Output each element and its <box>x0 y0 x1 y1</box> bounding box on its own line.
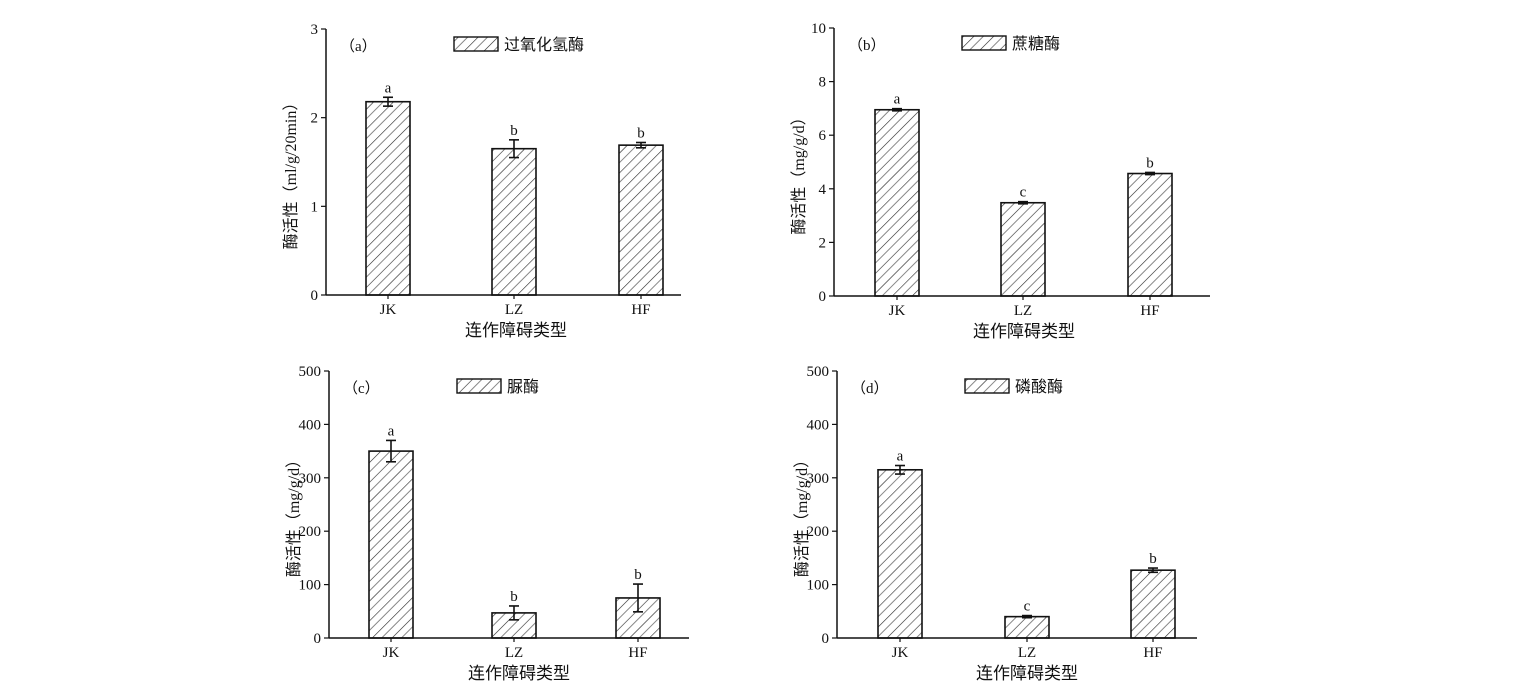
y-axis-title: 酶活性（ml/g/20min） <box>282 95 300 250</box>
y-axis-title: 酶活性（mg/g/d） <box>285 452 303 577</box>
bar-LZ <box>491 147 537 296</box>
legend-label: 蔗糖酶 <box>1012 35 1060 53</box>
x-tick-label: LZ <box>505 645 523 661</box>
bar-HF <box>1130 569 1176 639</box>
y-tick-label: 100 <box>807 578 830 594</box>
significance-letter: b <box>1146 155 1154 171</box>
significance-letter: b <box>510 589 518 605</box>
significance-letter: a <box>385 80 392 96</box>
y-tick-label: 0 <box>822 631 830 647</box>
y-tick-label: 0 <box>819 289 827 305</box>
y-tick-label: 400 <box>299 417 322 433</box>
panel-label: （c） <box>343 380 380 397</box>
significance-letter: a <box>897 449 904 465</box>
panel-label: （d） <box>851 380 889 397</box>
x-axis-title: 连作障碍类型 <box>468 664 570 683</box>
x-axis-title: 连作障碍类型 <box>976 664 1078 683</box>
y-tick-label: 4 <box>819 182 827 198</box>
legend-swatch <box>964 378 1010 394</box>
y-tick-label: 10 <box>811 21 826 37</box>
y-tick-label: 6 <box>819 128 827 144</box>
y-tick-label: 8 <box>819 75 827 91</box>
x-axis-title: 连作障碍类型 <box>973 322 1075 341</box>
x-tick-label: LZ <box>1014 303 1032 319</box>
y-tick-label: 100 <box>299 578 322 594</box>
bar-JK <box>874 108 920 297</box>
significance-letter: c <box>1020 185 1027 201</box>
y-tick-label: 500 <box>299 364 322 380</box>
y-axis-title: 酶活性（mg/g/d） <box>790 109 808 234</box>
legend-swatch <box>453 36 499 52</box>
y-tick-label: 1 <box>311 199 319 215</box>
y-tick-label: 300 <box>299 471 322 487</box>
x-tick-label: HF <box>631 302 650 318</box>
x-tick-label: HF <box>628 645 647 661</box>
y-tick-label: 200 <box>807 524 830 540</box>
y-tick-label: 3 <box>311 22 319 38</box>
y-tick-label: 200 <box>299 524 322 540</box>
significance-letter: b <box>1149 551 1157 567</box>
bar-JK <box>368 450 414 639</box>
y-tick-label: 2 <box>311 111 319 127</box>
y-tick-label: 300 <box>807 471 830 487</box>
significance-letter: a <box>388 423 395 439</box>
bar-HF <box>618 144 664 296</box>
y-axis-title: 酶活性（mg/g/d） <box>793 452 811 577</box>
x-tick-label: LZ <box>1018 645 1036 661</box>
significance-letter: b <box>637 125 645 141</box>
x-tick-label: JK <box>383 645 400 661</box>
x-tick-label: LZ <box>505 302 523 318</box>
y-tick-label: 400 <box>807 417 830 433</box>
x-tick-label: HF <box>1140 303 1159 319</box>
legend-swatch <box>961 35 1007 51</box>
x-axis-title: 连作障碍类型 <box>465 321 567 340</box>
bar-HF <box>1127 172 1173 297</box>
legend-label: 磷酸酶 <box>1015 378 1063 396</box>
significance-letter: b <box>510 123 518 139</box>
bar-LZ <box>1004 615 1050 639</box>
legend-label: 脲酶 <box>507 378 539 396</box>
significance-letter: a <box>894 92 901 108</box>
x-tick-label: JK <box>380 302 397 318</box>
bar-JK <box>877 468 923 639</box>
legend-label: 过氧化氢酶 <box>504 36 584 54</box>
y-tick-label: 0 <box>311 288 319 304</box>
panel-label: （b） <box>848 37 886 54</box>
x-tick-label: HF <box>1143 645 1162 661</box>
y-tick-label: 0 <box>314 631 322 647</box>
legend-swatch <box>456 378 502 394</box>
bar-JK <box>365 100 411 296</box>
x-tick-label: JK <box>889 303 906 319</box>
significance-letter: b <box>634 567 642 583</box>
bar-LZ <box>1000 201 1046 297</box>
panel-label: （a） <box>340 38 377 55</box>
x-tick-label: JK <box>892 645 909 661</box>
y-tick-label: 500 <box>807 364 830 380</box>
y-tick-label: 2 <box>819 235 827 251</box>
significance-letter: c <box>1024 599 1031 615</box>
